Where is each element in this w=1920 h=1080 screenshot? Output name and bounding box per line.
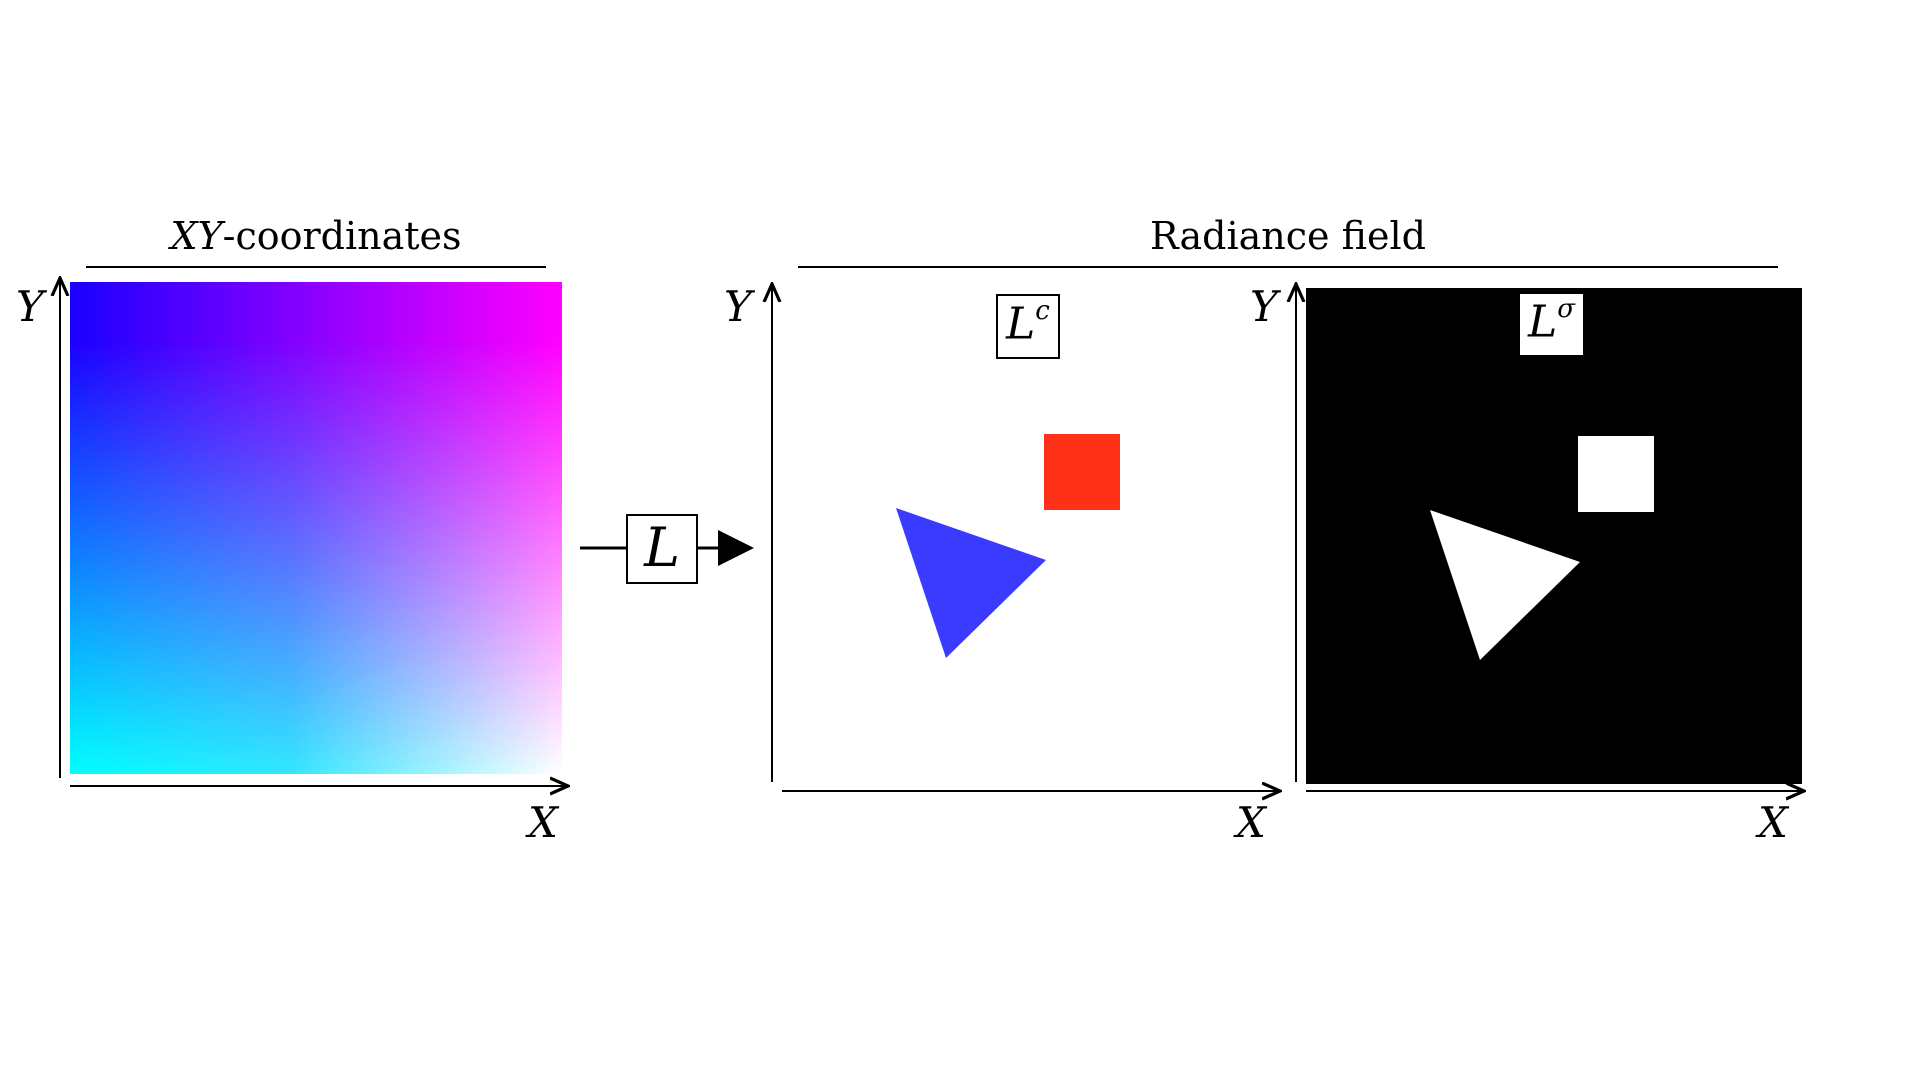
radiance-field-title: Radiance field (1150, 214, 1426, 258)
radiance-title-rule (798, 266, 1778, 268)
right-y-label: Y (1250, 282, 1278, 331)
color-label-base: L (1006, 298, 1036, 350)
xy-gradient-svg (70, 282, 562, 774)
xy-coordinates-title: XY-coordinates (86, 214, 546, 258)
density-label-sup: σ (1557, 294, 1575, 324)
density-triangle-shape (1430, 510, 1580, 660)
density-field-svg (1430, 436, 1654, 660)
left-y-label: Y (16, 282, 44, 331)
density-field-panel (1306, 288, 1802, 784)
color-label-sup: c (1035, 296, 1050, 326)
middle-y-label: Y (724, 282, 752, 331)
color-field-svg (896, 434, 1120, 658)
triangle-shape (896, 508, 1046, 658)
left-x-label: X (528, 798, 558, 847)
middle-x-label: X (1236, 798, 1266, 847)
density-field-label: Lσ (1520, 294, 1583, 355)
xy-title-italic: XY (170, 214, 223, 258)
density-square-shape (1578, 436, 1654, 512)
xy-title-rule (86, 266, 546, 268)
density-label-base: L (1528, 296, 1558, 348)
xy-gradient-panel (70, 282, 562, 774)
color-field-label: Lc (996, 294, 1060, 359)
color-field-panel (782, 286, 1278, 782)
xy-title-rest: -coordinates (222, 214, 462, 258)
square-shape (1044, 434, 1120, 510)
right-x-label: X (1758, 798, 1788, 847)
operator-box: L (626, 514, 698, 584)
